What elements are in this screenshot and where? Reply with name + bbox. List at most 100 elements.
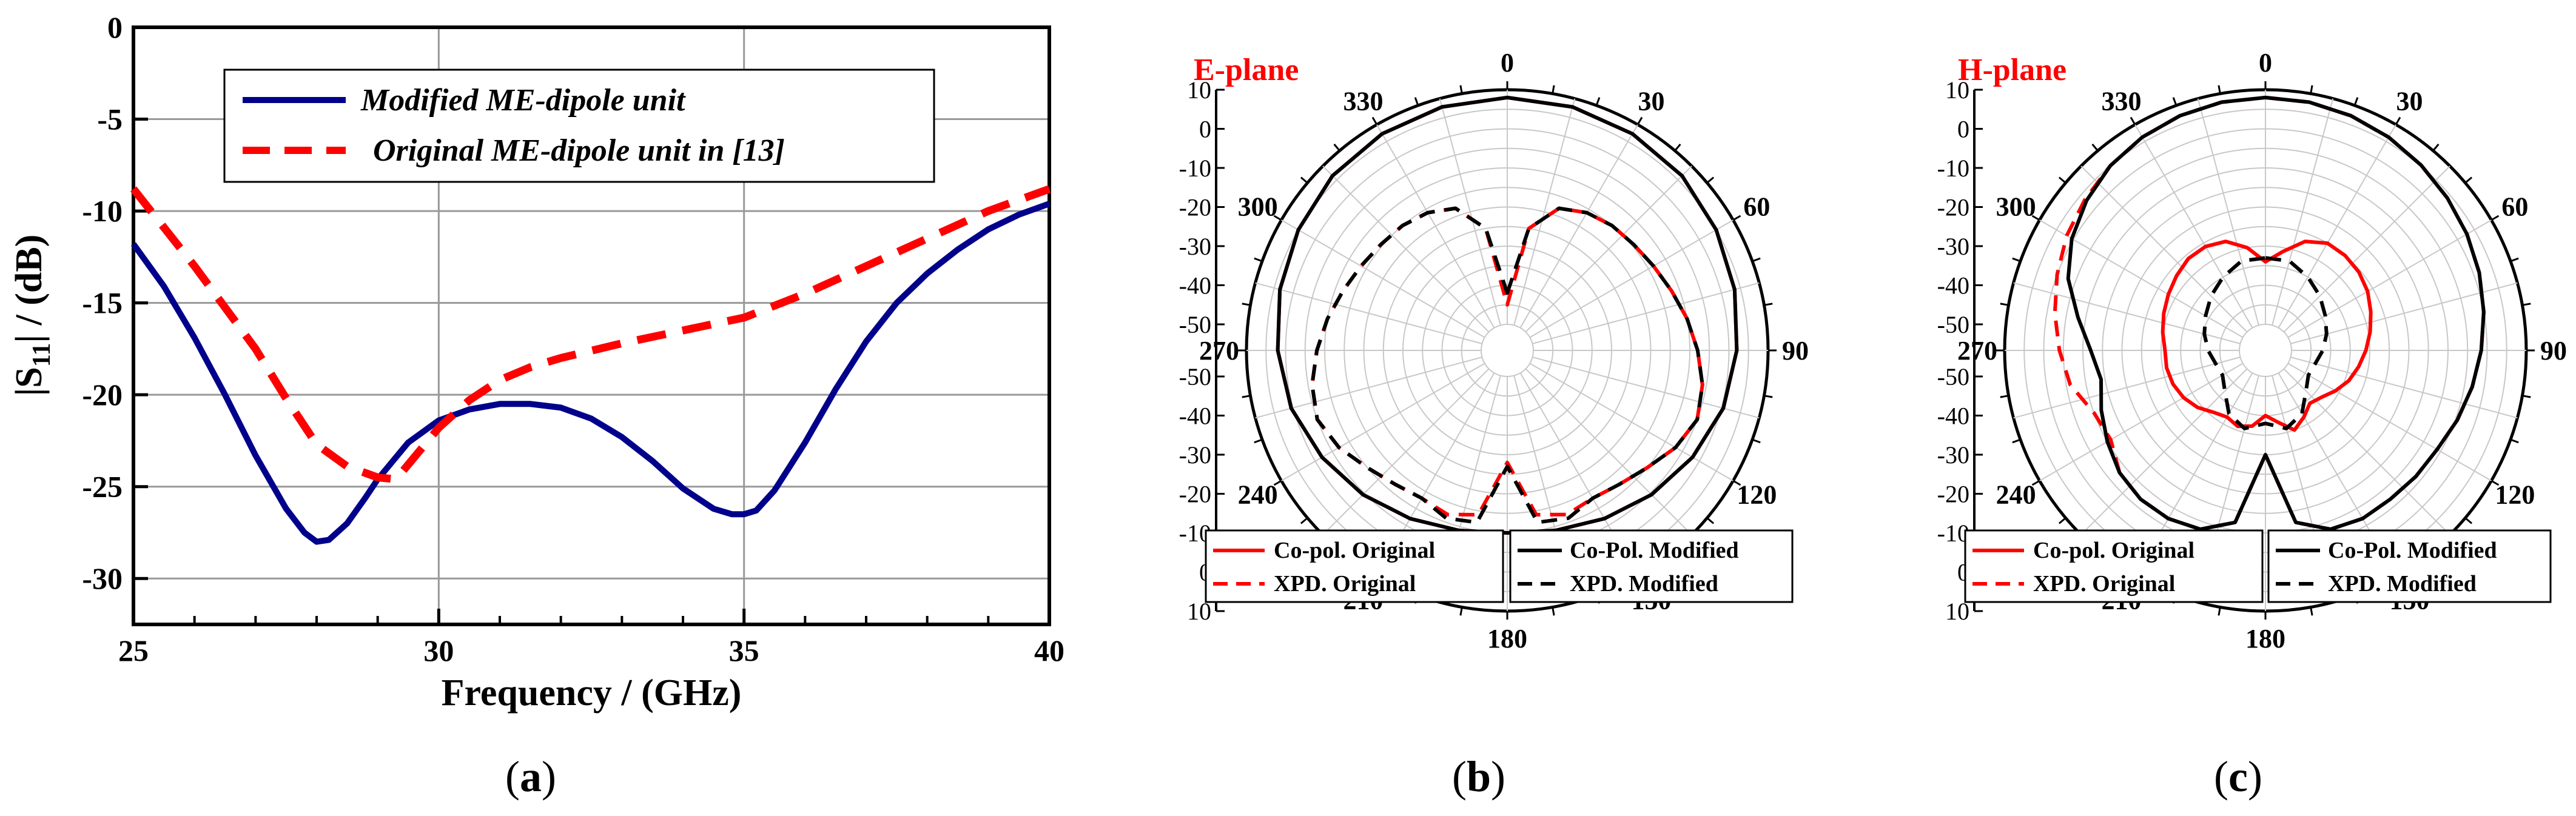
polar-spoke [2080, 368, 2248, 535]
polar-spoke [2080, 166, 2248, 333]
angle-tick-label: 240 [1238, 480, 1278, 510]
polar-outer-tick [2172, 97, 2177, 106]
polar-spoke [2134, 124, 2253, 329]
polar-spoke [1519, 124, 1638, 329]
polar-outer-tick [1764, 303, 1773, 306]
y-tick-label: -30 [82, 561, 123, 595]
angle-tick-label: 330 [2102, 87, 2142, 116]
polar-outer-tick [1752, 257, 1761, 263]
radial-tick-label: -50 [1179, 311, 1211, 338]
polar-outer-tick [1273, 215, 1282, 221]
radial-tick-label: -30 [1937, 233, 1969, 260]
polar-outer-tick [1706, 517, 1715, 524]
polar-outer-tick [1552, 85, 1555, 94]
polar-outer-tick [1459, 85, 1463, 94]
polar-outer-tick [1764, 395, 1773, 398]
polar-outer-tick [2310, 607, 2313, 616]
radial-tick-label: -30 [1937, 441, 1969, 469]
x-tick-label: 30 [423, 634, 454, 667]
polar-spoke [2039, 219, 2244, 338]
polar-outer-tick [2000, 303, 2009, 306]
polar-ring [1481, 324, 1534, 377]
polar-outer-tick [1300, 176, 1308, 184]
polar-outer-tick [1732, 480, 1741, 486]
angle-tick-label: 300 [1238, 192, 1278, 222]
angle-tick-label: 240 [1996, 480, 2036, 510]
legend-label-xpd-original: XPD. Original [2033, 571, 2175, 597]
polar-outer-tick [2464, 176, 2473, 184]
angle-tick-label: 300 [1996, 192, 2036, 222]
polar-outer-tick [1674, 143, 1681, 152]
polar-outer-tick [2432, 143, 2440, 152]
polar-outer-tick [1752, 438, 1761, 444]
series-lines [130, 185, 1051, 545]
radial-tick-label: -40 [1937, 403, 1969, 430]
legend: Modified ME-dipole unit Original ME-dipo… [223, 69, 935, 183]
angle-tick-label: 330 [1343, 87, 1384, 116]
polar-spoke [1322, 166, 1490, 333]
caption-a: (a) [505, 752, 556, 801]
polar-outer-tick [2522, 395, 2531, 398]
polar-spoke [2290, 356, 2518, 419]
polar-spoke [2287, 363, 2492, 481]
polar-outer-tick [2000, 395, 2009, 398]
polar-series-xpd-modified [1310, 206, 1704, 524]
legend-box-right [1509, 529, 1794, 603]
polar-spoke [1255, 282, 1482, 344]
angle-tick-label: 120 [1737, 480, 1777, 510]
polar-spoke [1281, 363, 1485, 481]
radial-tick-label: -40 [1937, 272, 1969, 299]
series-line-modified [130, 201, 1051, 545]
polar-outer-tick [2031, 215, 2040, 221]
polar-series-co-pol-modified [1276, 95, 1739, 535]
legend-box-right [2267, 529, 2552, 603]
polar-outer-tick [1459, 607, 1463, 616]
legend-label-original: Original ME-dipole unit in [13] [373, 133, 785, 168]
polar-spoke [1532, 356, 1760, 419]
polar-outer-tick [1595, 97, 1601, 106]
radial-tick-label: 0 [1957, 116, 1969, 143]
legend-label-xpd-original: XPD. Original [1274, 571, 1416, 597]
y-tick-label: 0 [107, 10, 123, 44]
radial-tick-label: -50 [1937, 363, 1969, 390]
legend-box [223, 69, 935, 183]
polar-spoke [2013, 282, 2241, 344]
x-axis-label: Frequency / (GHz) [442, 672, 742, 714]
polar-outer-tick [1333, 143, 1340, 152]
polar-spoke [2283, 368, 2450, 535]
radial-tick-label: -40 [1179, 272, 1211, 299]
angle-tick-label: 270 [1199, 336, 1239, 366]
polar-outer-tick [2310, 85, 2313, 94]
polar-spoke [2272, 98, 2334, 326]
polar-spoke [1525, 368, 1692, 535]
legend-box-left [1964, 529, 2264, 603]
legend: Co-pol. Original XPD. Original Co-Pol. M… [1964, 529, 2552, 603]
polar-outer-tick [1414, 97, 1419, 106]
h-plane-polar-chart: 100-10-20-30-40-50-50-40-30-20-100100306… [1937, 48, 2567, 801]
angle-tick-label: 30 [2396, 87, 2423, 116]
polar-series-co-pol-original [2161, 239, 2373, 432]
y-tick-label: -5 [97, 102, 123, 136]
polar-outer-tick [2058, 176, 2067, 184]
radial-tick-label: -40 [1179, 403, 1211, 430]
angle-tick-label: 270 [1957, 336, 1997, 366]
angle-tick-label: 0 [1501, 48, 1514, 78]
polar-outer-tick [2218, 607, 2221, 616]
axis-ticks: 25 30 35 40 0 -5 -10 -15 -20 -25 -30 [82, 10, 1064, 667]
angle-tick-label: 90 [2540, 336, 2567, 366]
polar-ring [2239, 324, 2292, 377]
polar-outer-tick [1636, 116, 1643, 125]
polar-spoke [2287, 219, 2492, 338]
y-tick-label: -15 [82, 286, 123, 320]
polar-outer-tick [1552, 607, 1555, 616]
polar-outer-tick [1706, 176, 1715, 184]
polar-outer-tick [2510, 257, 2519, 263]
radial-tick-label: -30 [1179, 441, 1211, 469]
legend-label-copol-original: Co-pol. Original [2033, 538, 2194, 563]
polar-outer-tick [2490, 480, 2500, 486]
angle-tick-label: 30 [1638, 87, 1665, 116]
legend: Co-pol. Original XPD. Original Co-Pol. M… [1205, 529, 1794, 603]
polar-outer-tick [2012, 438, 2021, 444]
legend-box-left [1205, 529, 1504, 603]
polar-spoke [1525, 166, 1692, 333]
